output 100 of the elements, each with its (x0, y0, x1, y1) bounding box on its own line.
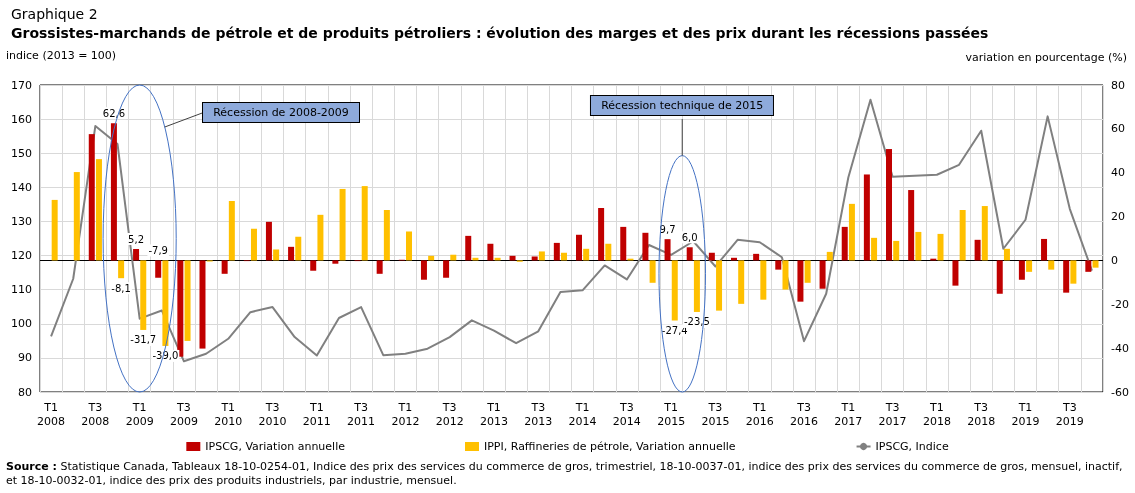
bar (664, 239, 671, 261)
bar (1063, 260, 1070, 293)
x-tick-label: T3 2016 (790, 400, 819, 428)
bar (140, 260, 147, 330)
annotation: Récession technique de 2015 (590, 95, 775, 116)
bar (95, 159, 102, 261)
chart-title: Graphique 2 (11, 6, 98, 22)
bar (605, 243, 612, 261)
legend-label: IPPI, Raffineries de pétrole, Variation annuelle (483, 440, 736, 453)
bar (487, 243, 494, 261)
bar (716, 260, 723, 311)
bar (1092, 260, 1099, 268)
bar (199, 260, 206, 349)
data-label: 6,0 (681, 231, 698, 243)
bar (841, 226, 848, 261)
bar (886, 149, 893, 261)
bar (760, 260, 767, 300)
x-tick-label: T3 2011 (347, 400, 376, 428)
line-series (50, 98, 1093, 363)
bar (642, 232, 649, 261)
bar (339, 188, 346, 261)
y-tick-label: 160 (11, 112, 32, 126)
source-note: Source : Statistique Canada, Tableaux 18-10-0254-01, Indice des prix des services du commerce de gros, trimestriel, 18-10-0037-01, indice des prix des services du commerce de gros, mensuel, inactif, et 18-10-0032-01, indice des prix des produits industriels, par industrie, mensuel. (6, 460, 1124, 488)
bar (671, 260, 678, 321)
y2-tick-label: -60 (1111, 385, 1129, 399)
bar (981, 206, 988, 261)
y2-tick-label: 60 (1111, 122, 1125, 136)
x-tick-label: T3 2010 (258, 400, 287, 428)
data-label: 5,2 (128, 233, 145, 245)
data-label: -23,5 (683, 316, 710, 328)
y2-axis-title: variation en pourcentage (%) (965, 51, 1128, 64)
x-tick-label: T1 2016 (745, 400, 774, 428)
legend-label: IPSCG, Indice (875, 440, 949, 453)
x-tick-label: T3 2013 (524, 400, 553, 428)
bar (110, 123, 117, 261)
bar (383, 209, 390, 261)
bar (184, 260, 191, 341)
bar (1048, 260, 1055, 270)
bar (583, 248, 590, 261)
y-tick-label: 90 (18, 351, 32, 365)
bar (598, 208, 605, 261)
bar (317, 214, 324, 261)
legend-label: IPSCG, Variation annuelle (205, 440, 346, 453)
bar (155, 260, 162, 278)
y-tick-label: 170 (11, 78, 32, 92)
y2-tick-label: -40 (1111, 341, 1129, 355)
y-tick-label: 100 (11, 317, 32, 331)
data-label: 62,6 (102, 107, 126, 119)
bar (221, 260, 228, 274)
y-tick-label: 110 (11, 283, 32, 297)
bar (952, 260, 959, 286)
x-tick-label: T1 2018 (922, 400, 951, 428)
x-tick-label: T1 2017 (834, 400, 863, 428)
bar (420, 260, 427, 280)
x-tick-label: T1 2013 (479, 400, 508, 428)
data-label: -31,7 (130, 334, 157, 346)
x-tick-label: T3 2009 (169, 400, 198, 428)
x-tick-label: T1 2009 (125, 400, 154, 428)
bar (738, 260, 745, 304)
bar (804, 260, 811, 283)
x-tick-label: T3 2014 (612, 400, 641, 428)
bar (871, 237, 878, 261)
bar (775, 260, 782, 270)
data-label: -7,9 (148, 244, 168, 256)
bar (893, 240, 900, 261)
y2-tick-label: 40 (1111, 166, 1125, 180)
bar (620, 226, 627, 261)
bar (708, 252, 715, 261)
bar (88, 134, 95, 261)
y2-tick-label: -20 (1111, 297, 1129, 311)
bar (553, 242, 560, 261)
bar (265, 221, 272, 261)
data-label: -8,1 (111, 282, 131, 294)
annotation: Récession de 2008-2009 (202, 102, 360, 123)
bar (959, 209, 966, 261)
bar (1018, 260, 1025, 280)
x-tick-label: T1 2019 (1011, 400, 1040, 428)
y2-tick-label: 0 (1111, 253, 1118, 267)
bar (376, 260, 383, 274)
y-tick-label: 120 (11, 249, 32, 263)
bar (310, 260, 317, 271)
bar (693, 260, 700, 312)
bar (133, 249, 140, 261)
bar (51, 199, 58, 261)
bar (406, 231, 413, 261)
y-axis-title: indice (2013 = 100) (6, 49, 117, 62)
x-tick-label: T1 2014 (568, 400, 597, 428)
y-tick-label: 80 (18, 385, 32, 399)
x-tick-label: T1 2010 (214, 400, 243, 428)
bar (848, 203, 855, 261)
bar (996, 260, 1003, 294)
x-tick-label: T3 2012 (435, 400, 464, 428)
y2-tick-label: 80 (1111, 78, 1125, 92)
data-label: -27,4 (661, 325, 688, 337)
bar (1003, 248, 1010, 261)
bar (826, 251, 833, 261)
data-label: 9,7 (659, 223, 676, 235)
bar (649, 260, 656, 283)
bar (295, 236, 302, 261)
bar (908, 190, 915, 261)
